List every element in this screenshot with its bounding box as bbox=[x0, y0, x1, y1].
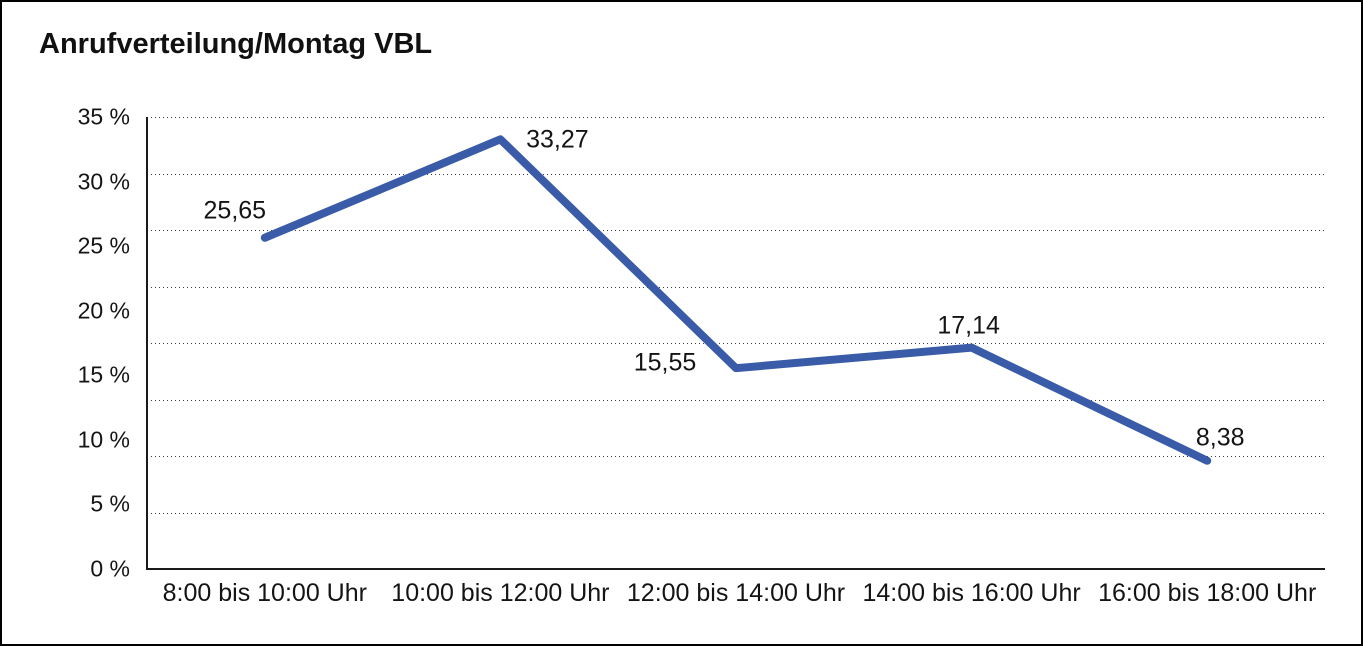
y-tick-label: 35 % bbox=[77, 103, 130, 130]
series-line bbox=[260, 135, 1212, 465]
y-tick-label: 25 % bbox=[77, 232, 130, 259]
data-point-label: 33,27 bbox=[526, 125, 589, 154]
data-point-label: 15,55 bbox=[633, 348, 697, 377]
gridline bbox=[147, 456, 1325, 457]
data-point-label: 25,65 bbox=[203, 196, 267, 225]
gridline bbox=[147, 399, 1325, 401]
y-axis-line bbox=[146, 117, 148, 569]
data-point-label: 8,38 bbox=[1195, 423, 1245, 452]
x-axis-label: 14:00 bis 16:00 Uhr bbox=[862, 579, 1081, 607]
gridline bbox=[147, 230, 1325, 231]
gridline bbox=[147, 117, 1325, 118]
x-axis-labels: 8:00 bis 10:00 Uhr 10:00 bis 12:00 Uhr 12:… bbox=[147, 579, 1325, 611]
gridline bbox=[147, 512, 1325, 514]
gridline bbox=[147, 173, 1325, 175]
y-tick-label: 5 % bbox=[90, 490, 130, 517]
y-tick-label: 30 % bbox=[77, 168, 130, 195]
y-axis-labels: 35 % 30 % 25 % 20 % 15 % 10 % 5 % 0 % bbox=[2, 104, 147, 582]
chart-title: Anrufverteilung/Montag VBL bbox=[39, 28, 433, 60]
series-line-svg bbox=[260, 135, 1212, 465]
plot-area: 25,65 33,27 15,55 17,14 8,38 bbox=[146, 117, 1325, 570]
gridline bbox=[147, 343, 1325, 344]
y-tick-label: 15 % bbox=[77, 361, 130, 388]
x-axis-label: 8:00 bis 10:00 Uhr bbox=[162, 579, 367, 607]
x-axis-line bbox=[146, 568, 1325, 570]
y-tick-label: 10 % bbox=[77, 426, 130, 453]
gridline bbox=[147, 286, 1325, 288]
y-tick-label: 20 % bbox=[77, 297, 130, 324]
x-axis-label: 10:00 bis 12:00 Uhr bbox=[391, 579, 610, 607]
x-axis-label: 16:00 bis 18:00 Uhr bbox=[1098, 579, 1317, 607]
y-tick-label: 0 % bbox=[90, 555, 130, 582]
x-axis-label: 12:00 bis 14:00 Uhr bbox=[626, 579, 846, 607]
data-point-label: 17,14 bbox=[937, 311, 1000, 340]
